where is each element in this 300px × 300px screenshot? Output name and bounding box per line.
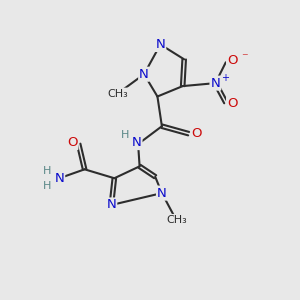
- Text: +: +: [221, 73, 229, 83]
- Text: N: N: [211, 76, 220, 90]
- Text: H: H: [43, 181, 51, 191]
- Text: CH₃: CH₃: [107, 88, 128, 98]
- Text: N: N: [132, 136, 142, 149]
- Text: N: N: [106, 199, 116, 212]
- Text: N: N: [139, 68, 149, 81]
- Text: N: N: [55, 172, 64, 185]
- Text: O: O: [67, 136, 77, 149]
- Text: H: H: [121, 130, 129, 140]
- Text: N: N: [155, 38, 165, 51]
- Text: CH₃: CH₃: [167, 215, 187, 225]
- Text: O: O: [227, 98, 238, 110]
- Text: N: N: [157, 187, 167, 200]
- Text: H: H: [43, 166, 51, 176]
- Text: O: O: [192, 127, 202, 140]
- Text: ⁻: ⁻: [241, 51, 247, 64]
- Text: O: O: [227, 54, 238, 67]
